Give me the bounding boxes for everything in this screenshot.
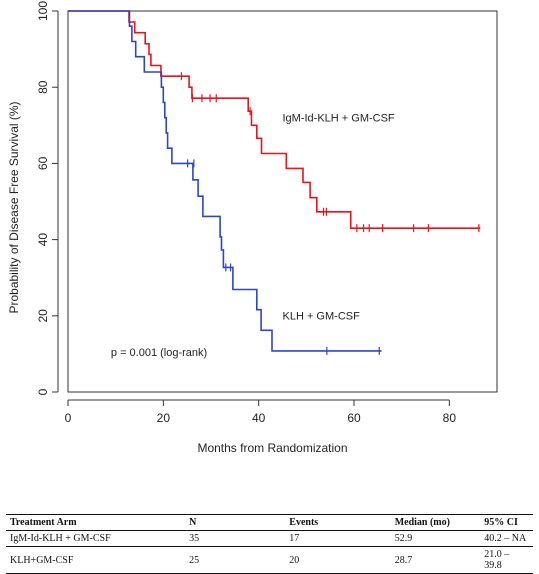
series-label: KLH + GM-CSF xyxy=(283,311,361,323)
survival-curve xyxy=(68,10,382,352)
column-header: Treatment Arm xyxy=(6,514,186,531)
y-axis-title: Probability of Disease Free Survival (%) xyxy=(7,101,21,313)
x-axis-title: Months from Randomization xyxy=(197,441,347,455)
x-tick-label: 0 xyxy=(65,411,72,425)
survival-curve xyxy=(68,10,481,229)
survival-curves xyxy=(68,10,481,355)
p-value-annotation: p = 0.001 (log-rank) xyxy=(111,347,207,359)
y-tick-label: 100 xyxy=(36,1,50,21)
table-cell: 17 xyxy=(285,530,391,547)
y-tick-label: 80 xyxy=(36,80,50,94)
table-cell: 28.7 xyxy=(390,546,481,574)
table-cell: 35 xyxy=(185,530,286,547)
column-header: N xyxy=(185,514,286,531)
x-tick-label: 20 xyxy=(157,411,171,425)
summary-table: Treatment Arm N Events Median (mo) 95% C… xyxy=(6,514,533,574)
y-tick-label: 20 xyxy=(36,309,50,323)
table-cell: 40.2 – NA xyxy=(480,530,533,547)
y-tick-label: 0 xyxy=(36,388,50,395)
table-cell: 25 xyxy=(185,546,286,574)
column-header: 95% CI xyxy=(480,514,533,531)
table-cell: 52.9 xyxy=(390,530,481,547)
x-tick-label: 60 xyxy=(347,411,361,425)
table-row: IgM-Id-KLH + GM-CSF 35 17 52.9 40.2 – NA xyxy=(6,530,533,547)
table-cell: KLH+GM-CSF xyxy=(6,546,186,574)
y-tick-label: 60 xyxy=(36,156,50,170)
column-header: Median (mo) xyxy=(390,514,481,531)
kaplan-meier-chart: 0 20 40 60 80 0 20 40 60 80 100 Months from Random… xyxy=(7,1,498,455)
y-tick-label: 40 xyxy=(36,233,50,247)
series-label: IgM-Id-KLH + GM-CSF xyxy=(283,112,395,124)
table-cell: 20 xyxy=(285,546,391,574)
table-header-row: Treatment Arm N Events Median (mo) 95% C… xyxy=(6,514,533,531)
table-cell: IgM-Id-KLH + GM-CSF xyxy=(6,530,186,547)
axes: 0 20 40 60 80 0 20 40 60 80 100 xyxy=(36,1,498,425)
table-cell: 21.0 – 39.8 xyxy=(480,546,533,574)
table-row: KLH+GM-CSF 25 20 28.7 21.0 – 39.8 xyxy=(6,546,533,574)
plot-frame xyxy=(67,10,498,393)
column-header: Events xyxy=(285,514,391,531)
chart-labels: Months from Randomization Probability of … xyxy=(7,101,395,455)
x-tick-label: 80 xyxy=(443,411,457,425)
x-tick-label: 40 xyxy=(252,411,266,425)
